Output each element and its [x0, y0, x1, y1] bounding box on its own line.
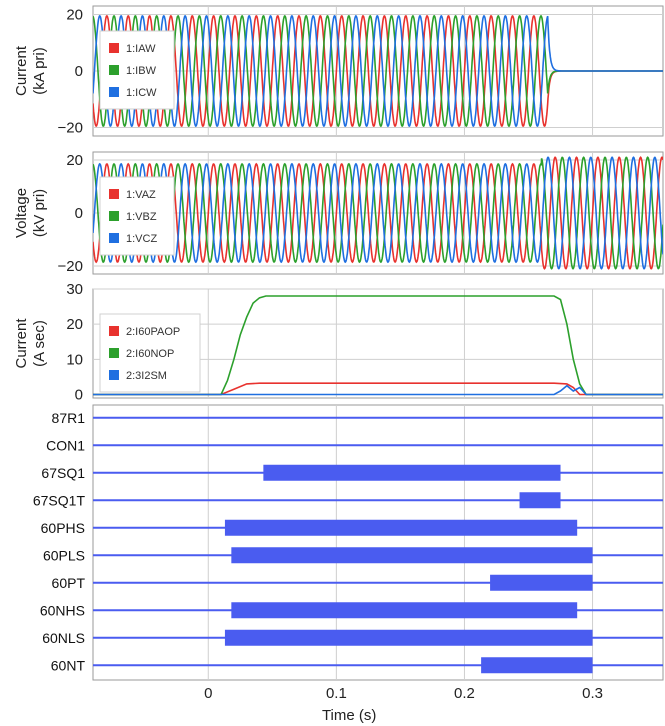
voltage_pri-legend-label-1-vbz: 1:VBZ [126, 211, 157, 223]
voltage_pri-legend-swatch-1-vaz [109, 189, 119, 199]
channel-label-60nls: 60NLS [42, 630, 85, 646]
current_sec-legend-swatch-2-i60nop [109, 348, 119, 358]
current_pri-ytick-label: 0 [75, 63, 83, 80]
current_sec-legend-swatch-2-3i2sm [109, 370, 119, 380]
current_sec-series-2-i60nop [93, 295, 663, 396]
current_sec-series-2-3i2sm [93, 384, 663, 396]
channel-bar-60nls [224, 629, 593, 646]
current_sec-ytick-label: 0 [75, 386, 83, 403]
channel-label-60nt: 60NT [51, 657, 86, 673]
channel-bar-60nt [481, 657, 593, 674]
current_sec-series-2-i60paop [93, 382, 663, 396]
current_pri-legend-swatch-1-ibw [109, 65, 119, 75]
current_sec-ylabel: Current(A sec) [13, 318, 48, 369]
channel-bar-60pls [231, 547, 593, 564]
channel-label-60nhs: 60NHS [40, 602, 85, 618]
voltage_pri-ytick-label: 20 [66, 152, 83, 169]
channel-bar-67sq1t [519, 492, 561, 509]
channel-bar-67sq1 [263, 464, 561, 481]
voltage_pri-legend-swatch-1-vbz [109, 211, 119, 221]
current_pri-ylabel: Current(kA pri) [13, 45, 48, 96]
current_sec-legend-label-2-i60paop: 2:I60PAOP [126, 326, 180, 338]
current_sec-ytick-label: 30 [66, 281, 83, 298]
channel-bar-60pt [490, 574, 593, 591]
x-tick-label: 0.1 [326, 685, 347, 702]
channel-label-con1: CON1 [46, 437, 85, 453]
voltage_pri-series-1-vaz [93, 156, 663, 270]
current_sec-legend-label-2-i60nop: 2:I60NOP [126, 348, 174, 360]
current_sec-ytick-label: 20 [66, 316, 83, 333]
current_pri-series-1-icw [93, 14, 663, 128]
current_pri-legend-label-1-iaw: 1:IAW [126, 43, 156, 55]
voltage_pri-ytick-label: 0 [75, 205, 83, 222]
voltage_pri-legend-label-1-vcz: 1:VCZ [126, 233, 157, 245]
channel-label-67sq1: 67SQ1 [41, 465, 85, 481]
current_pri-legend-swatch-1-icw [109, 87, 119, 97]
current_pri-ytick-label: −20 [58, 120, 83, 137]
current_sec-legend-swatch-2-i60paop [109, 326, 119, 336]
current_pri-legend-label-1-ibw: 1:IBW [126, 65, 157, 77]
current_pri-legend-label-1-icw: 1:ICW [126, 87, 157, 99]
voltage_pri-series-1-vbz [93, 156, 663, 270]
voltage_pri-legend-label-1-vaz: 1:VAZ [126, 189, 156, 201]
voltage_pri-ytick-label: −20 [58, 258, 83, 275]
current_pri-legend-swatch-1-iaw [109, 43, 119, 53]
current_sec-legend-label-2-3i2sm: 2:3I2SM [126, 370, 167, 382]
x-axis-label: Time (s) [322, 707, 376, 724]
x-tick-label: 0 [204, 685, 212, 702]
channel-label-60phs: 60PHS [41, 520, 85, 536]
channel-label-67sq1t: 67SQ1T [33, 492, 86, 508]
channel-label-87r1: 87R1 [52, 410, 86, 426]
channel-label-60pt: 60PT [52, 575, 86, 591]
voltage_pri-ylabel: Voltage(kV pri) [13, 188, 48, 238]
voltage_pri-legend-swatch-1-vcz [109, 233, 119, 243]
current_sec-ytick-label: 10 [66, 351, 83, 368]
x-tick-label: 0.2 [454, 685, 475, 702]
channel-bar-60phs [224, 519, 578, 536]
channel-bar-60nhs [231, 602, 578, 619]
x-tick-label: 0.3 [582, 685, 603, 702]
current_pri-ytick-label: 20 [66, 6, 83, 23]
voltage_pri-series-1-vcz [93, 156, 663, 270]
channel-label-60pls: 60PLS [43, 547, 85, 563]
